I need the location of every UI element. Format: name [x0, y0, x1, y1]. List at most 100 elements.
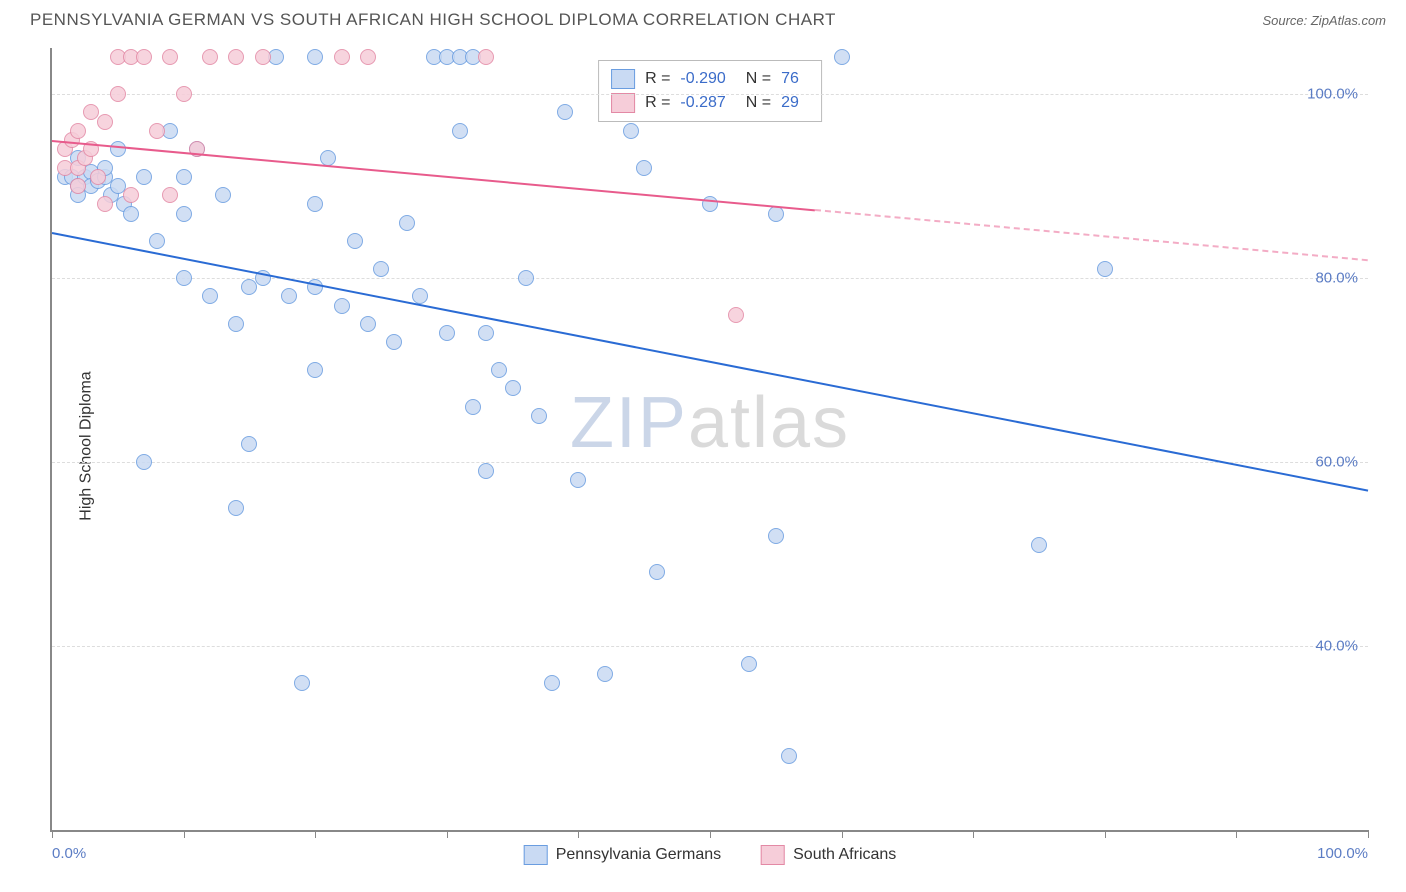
legend-label: South Africans	[793, 846, 896, 864]
data-point	[176, 270, 192, 286]
data-point	[70, 178, 86, 194]
data-point	[373, 261, 389, 277]
watermark: ZIPatlas	[570, 382, 850, 464]
data-point	[215, 187, 231, 203]
stat-r-label: R =	[645, 94, 670, 112]
data-point	[649, 564, 665, 580]
x-tick	[184, 830, 185, 838]
data-point	[136, 454, 152, 470]
legend-item: Pennsylvania Germans	[524, 845, 721, 865]
data-point	[162, 187, 178, 203]
legend-label: Pennsylvania Germans	[556, 846, 721, 864]
chart-header: PENNSYLVANIA GERMAN VS SOUTH AFRICAN HIG…	[0, 0, 1406, 40]
data-point	[149, 123, 165, 139]
legend-item: South Africans	[761, 845, 896, 865]
data-point	[97, 196, 113, 212]
data-point	[228, 49, 244, 65]
data-point	[255, 49, 271, 65]
correlation-stats-box: R = -0.290 N = 76 R = -0.287 N = 29	[598, 60, 822, 122]
x-tick	[1236, 830, 1237, 838]
data-point	[281, 288, 297, 304]
data-point	[334, 298, 350, 314]
data-point	[360, 316, 376, 332]
stats-row: R = -0.290 N = 76	[611, 67, 809, 91]
data-point	[386, 334, 402, 350]
stat-r-value: -0.290	[680, 70, 725, 88]
data-point	[110, 86, 126, 102]
trend-line	[52, 232, 1368, 492]
x-tick	[52, 830, 53, 838]
data-point	[136, 49, 152, 65]
data-point	[531, 408, 547, 424]
data-point	[176, 169, 192, 185]
data-point	[439, 325, 455, 341]
stat-n-value: 76	[781, 70, 799, 88]
stat-r-value: -0.287	[680, 94, 725, 112]
data-point	[97, 114, 113, 130]
y-tick-label: 80.0%	[1315, 270, 1358, 287]
x-axis-end-label: 100.0%	[1317, 845, 1368, 862]
y-tick-label: 40.0%	[1315, 638, 1358, 655]
data-point	[478, 325, 494, 341]
trend-line-extrapolated	[815, 209, 1368, 261]
legend-swatch-icon	[761, 845, 785, 865]
data-point	[478, 49, 494, 65]
data-point	[334, 49, 350, 65]
data-point	[1031, 537, 1047, 553]
x-tick	[1105, 830, 1106, 838]
data-point	[1097, 261, 1113, 277]
x-tick	[1368, 830, 1369, 838]
data-point	[399, 215, 415, 231]
data-point	[412, 288, 428, 304]
data-point	[728, 307, 744, 323]
data-point	[347, 233, 363, 249]
y-tick-label: 100.0%	[1307, 86, 1358, 103]
stat-n-label: N =	[746, 94, 771, 112]
y-tick-label: 60.0%	[1315, 454, 1358, 471]
x-tick	[842, 830, 843, 838]
data-point	[478, 463, 494, 479]
data-point	[90, 169, 106, 185]
data-point	[781, 748, 797, 764]
data-point	[110, 141, 126, 157]
data-point	[241, 436, 257, 452]
stat-n-label: N =	[746, 70, 771, 88]
legend-swatch-icon	[611, 69, 635, 89]
data-point	[465, 399, 481, 415]
x-axis-start-label: 0.0%	[52, 845, 86, 862]
data-point	[149, 233, 165, 249]
data-point	[518, 270, 534, 286]
data-point	[597, 666, 613, 682]
data-point	[307, 362, 323, 378]
data-point	[228, 316, 244, 332]
data-point	[768, 528, 784, 544]
data-point	[176, 206, 192, 222]
legend-swatch-icon	[611, 93, 635, 113]
stat-r-label: R =	[645, 70, 670, 88]
data-point	[360, 49, 376, 65]
data-point	[202, 49, 218, 65]
data-point	[162, 49, 178, 65]
data-point	[491, 362, 507, 378]
data-point	[544, 675, 560, 691]
data-point	[623, 123, 639, 139]
data-point	[570, 472, 586, 488]
gridline	[52, 646, 1368, 647]
data-point	[307, 196, 323, 212]
data-point	[123, 187, 139, 203]
data-point	[834, 49, 850, 65]
chart-title: PENNSYLVANIA GERMAN VS SOUTH AFRICAN HIG…	[30, 10, 836, 30]
data-point	[307, 49, 323, 65]
data-point	[202, 288, 218, 304]
x-tick	[447, 830, 448, 838]
chart-source: Source: ZipAtlas.com	[1262, 13, 1386, 28]
data-point	[452, 123, 468, 139]
data-point	[505, 380, 521, 396]
x-tick	[315, 830, 316, 838]
data-point	[123, 206, 139, 222]
data-point	[294, 675, 310, 691]
stat-n-value: 29	[781, 94, 799, 112]
gridline	[52, 462, 1368, 463]
data-point	[228, 500, 244, 516]
x-tick	[578, 830, 579, 838]
